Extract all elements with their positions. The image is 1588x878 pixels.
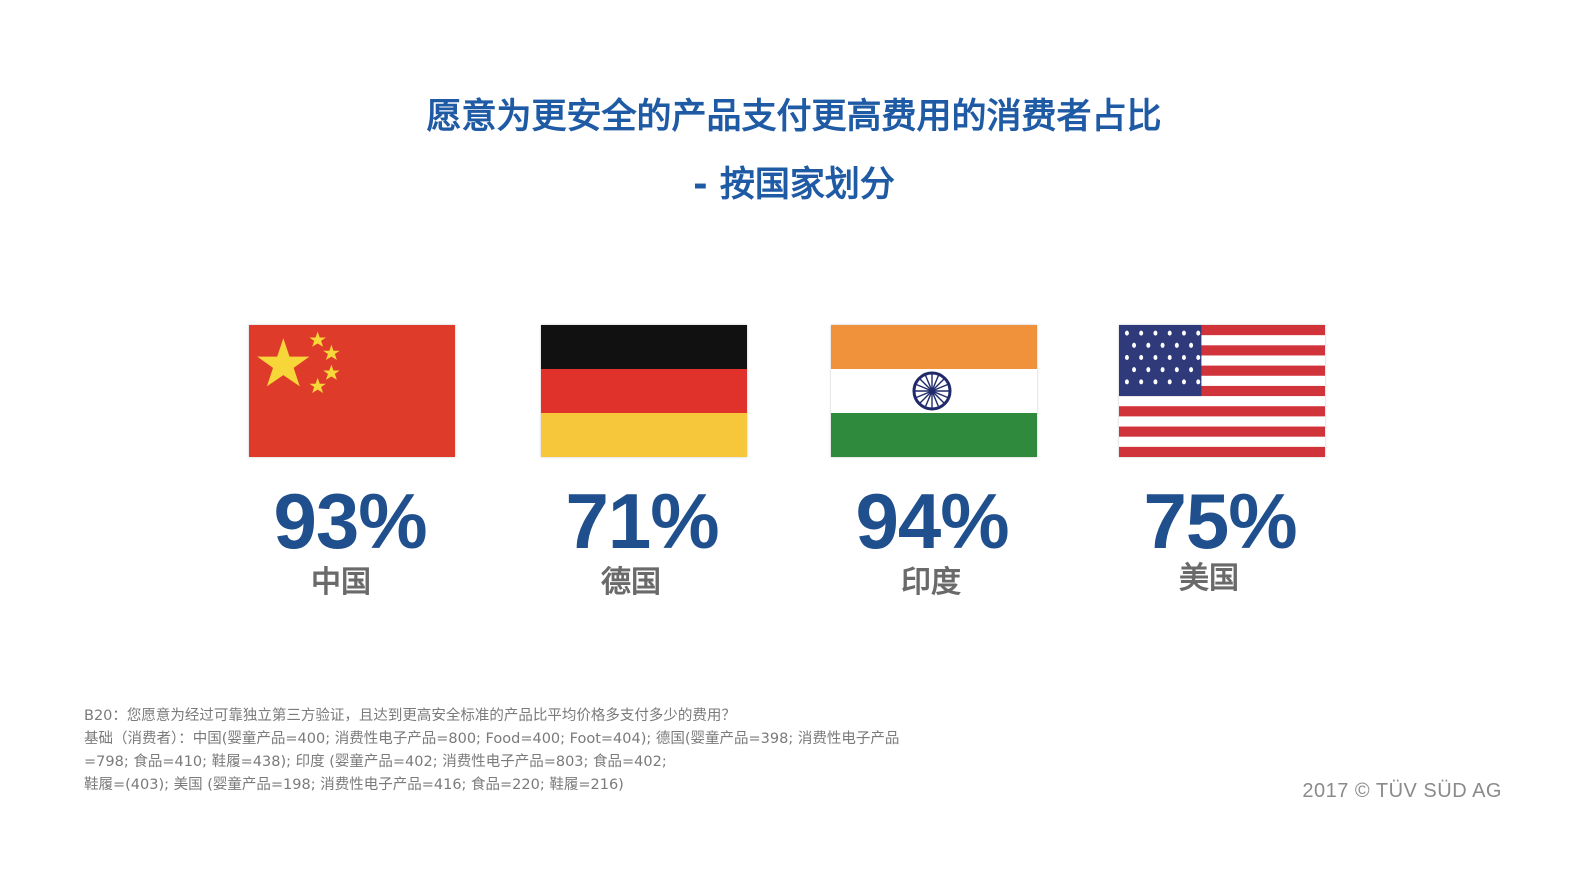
percentage-label: 93% [273,477,427,565]
country-card-china: 93% 中国 [249,325,459,603]
india-flag-icon [831,325,1037,457]
footnote-base-line: 鞋履=(403); 美国 (婴童产品=198; 消费性电子产品=416; 食品=… [84,777,624,793]
country-card-usa: 75% 美国 [1119,325,1329,599]
chart-title: 愿意为更安全的产品支付更高费用的消费者占比 [426,97,1162,137]
percentage-label: 71% [565,477,719,565]
country-name: 印度 [901,565,961,600]
percentage-label: 94% [855,477,1009,565]
usa-flag-icon [1119,325,1325,457]
copyright-notice: 2017 © TÜV SÜD AG [1302,780,1502,802]
country-card-germany: 71% 德国 [541,325,751,603]
chart-subtitle: - 按国家划分 [693,165,895,205]
country-name: 中国 [311,565,371,600]
country-card-india: 94% 印度 [831,325,1041,603]
country-name: 美国 [1179,561,1239,596]
percentage-label: 75% [1143,477,1297,565]
germany-flag-icon [541,325,747,457]
footnote-question: B20：您愿意为经过可靠独立第三方验证，且达到更高安全标准的产品比平均价格多支付… [84,708,736,724]
chakra-icon [912,371,952,411]
footnote-base-line: =798; 食品=410; 鞋履=438); 印度 (婴童产品=402; 消费性… [84,754,667,770]
country-name: 德国 [601,565,661,600]
china-flag-icon [249,325,455,457]
footnote-base-line: 基础（消费者）：中国(婴童产品=400; 消费性电子产品=800; Food=4… [84,731,900,747]
footnote: B20：您愿意为经过可靠独立第三方验证，且达到更高安全标准的产品比平均价格多支付… [84,705,1024,797]
